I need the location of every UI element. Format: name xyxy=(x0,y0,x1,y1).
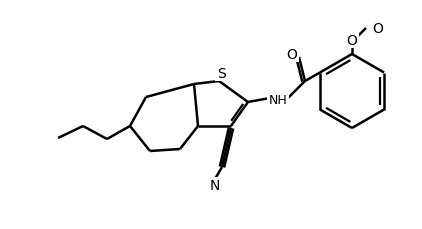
Text: O: O xyxy=(373,22,384,36)
Text: S: S xyxy=(216,67,225,81)
Text: O: O xyxy=(346,34,357,48)
Text: NH: NH xyxy=(269,93,287,106)
Text: O: O xyxy=(287,48,298,62)
Text: N: N xyxy=(210,178,220,192)
